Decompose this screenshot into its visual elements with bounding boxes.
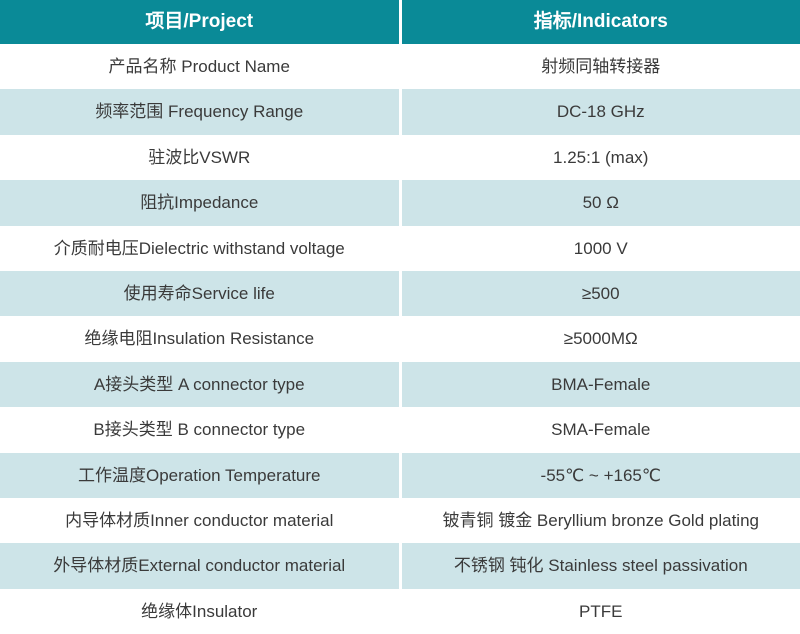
project-cell: 内导体材质Inner conductor material — [65, 510, 334, 530]
project-cell: 阻抗Impedance — [140, 193, 259, 213]
project-cell: 工作温度Operation Temperature — [77, 465, 321, 485]
indicator-cell: DC-18 GHz — [556, 102, 645, 122]
indicator-cell: SMA-Female — [551, 420, 651, 440]
column-divider — [398, 180, 402, 226]
project-cell: B接头类型 B connector type — [93, 420, 306, 440]
table-row: 绝缘电阻Insulation Resistance ≥5000MΩ — [0, 316, 800, 362]
column-divider — [398, 134, 402, 181]
column-divider — [398, 0, 402, 44]
table-row: 频率范围 Frequency Range DC-18 GHz — [0, 89, 800, 135]
indicator-cell: -55℃ ~ +165℃ — [540, 465, 661, 485]
table-body: 产品名称 Product Name 射频同轴转接器 频率范围 Frequency… — [0, 44, 800, 634]
project-cell: 绝缘体Insulator — [141, 601, 258, 621]
table-row: 阻抗Impedance 50 Ω — [0, 180, 800, 226]
indicator-cell: ≥5000MΩ — [563, 329, 638, 349]
table-row: 介质耐电压Dielectric withstand voltage 1000 V — [0, 225, 800, 271]
indicator-cell: 不锈钢 钝化 Stainless steel passivation — [453, 556, 748, 576]
column-divider — [398, 497, 402, 544]
table-row: B接头类型 B connector type SMA-Female — [0, 407, 800, 453]
project-cell: 绝缘电阻Insulation Resistance — [84, 329, 315, 349]
table-header-row: 项目/Project 指标/Indicators — [0, 0, 800, 44]
column-divider — [398, 89, 402, 135]
column-divider — [398, 225, 402, 271]
column-divider — [398, 407, 402, 453]
column-header-project: 项目/Project — [145, 11, 254, 33]
table-row: A接头类型 A connector type BMA-Female — [0, 361, 800, 408]
table-row: 内导体材质Inner conductor material 铍青铜 镀金 Ber… — [0, 497, 800, 544]
table-row: 使用寿命Service life ≥500 — [0, 270, 800, 317]
table-row: 工作温度Operation Temperature -55℃ ~ +165℃ — [0, 452, 800, 498]
column-divider — [398, 588, 402, 634]
indicator-cell: ≥500 — [581, 284, 620, 304]
indicator-cell: 射频同轴转接器 — [541, 57, 661, 77]
project-cell: 使用寿命Service life — [123, 284, 275, 304]
column-divider — [398, 316, 402, 362]
table-row: 驻波比VSWR 1.25:1 (max) — [0, 134, 800, 181]
column-divider — [398, 44, 402, 90]
column-divider — [398, 543, 402, 589]
project-cell: 驻波比VSWR — [148, 147, 251, 167]
column-header-indicators: 指标/Indicators — [533, 11, 668, 33]
column-divider — [398, 452, 402, 498]
indicator-cell: BMA-Female — [551, 374, 651, 394]
indicator-cell: 1.25:1 (max) — [553, 147, 649, 167]
table-row: 绝缘体Insulator PTFE — [0, 588, 800, 634]
column-divider — [398, 361, 402, 408]
project-cell: 频率范围 Frequency Range — [95, 102, 304, 122]
column-divider — [398, 270, 402, 317]
table-row: 外导体材质External conductor material 不锈钢 钝化 … — [0, 543, 800, 589]
project-cell: A接头类型 A connector type — [93, 374, 305, 394]
project-cell: 产品名称 Product Name — [108, 57, 290, 77]
project-cell: 外导体材质External conductor material — [53, 556, 346, 576]
project-cell: 介质耐电压Dielectric withstand voltage — [53, 238, 345, 258]
table-row: 产品名称 Product Name 射频同轴转接器 — [0, 44, 800, 90]
indicator-cell: 铍青铜 镀金 Beryllium bronze Gold plating — [442, 510, 759, 530]
indicator-cell: 1000 V — [573, 238, 628, 258]
indicator-cell: PTFE — [579, 601, 623, 621]
indicator-cell: 50 Ω — [582, 193, 619, 213]
